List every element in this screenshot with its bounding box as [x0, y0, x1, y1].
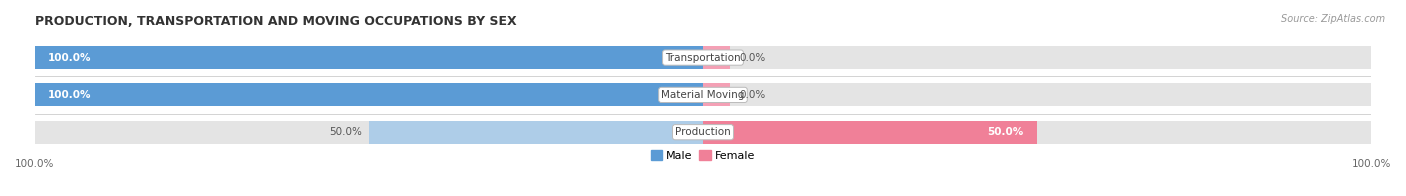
Text: PRODUCTION, TRANSPORTATION AND MOVING OCCUPATIONS BY SEX: PRODUCTION, TRANSPORTATION AND MOVING OC… — [35, 15, 516, 28]
Bar — [35, 83, 703, 106]
Text: 0.0%: 0.0% — [740, 53, 766, 63]
Bar — [368, 121, 703, 144]
Text: 100.0%: 100.0% — [48, 53, 91, 63]
Text: 50.0%: 50.0% — [987, 127, 1024, 137]
Bar — [35, 121, 1371, 144]
Text: 100.0%: 100.0% — [48, 90, 91, 100]
Text: Material Moving: Material Moving — [661, 90, 745, 100]
Bar — [35, 83, 1371, 106]
Bar — [35, 46, 703, 69]
Text: 0.0%: 0.0% — [740, 90, 766, 100]
Text: 50.0%: 50.0% — [329, 127, 363, 137]
Bar — [703, 46, 730, 69]
Bar — [703, 83, 730, 106]
Legend: Male, Female: Male, Female — [651, 150, 755, 161]
Text: Production: Production — [675, 127, 731, 137]
Bar — [703, 121, 1038, 144]
Text: Source: ZipAtlas.com: Source: ZipAtlas.com — [1281, 14, 1385, 24]
Text: Transportation: Transportation — [665, 53, 741, 63]
Bar — [35, 46, 1371, 69]
